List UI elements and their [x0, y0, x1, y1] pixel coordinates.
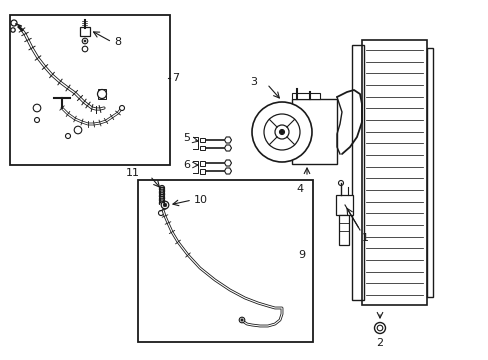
- Text: 11: 11: [126, 168, 140, 178]
- Bar: [338, 215, 348, 245]
- Bar: [351, 45, 363, 300]
- Circle shape: [74, 126, 81, 134]
- Circle shape: [161, 201, 168, 209]
- Circle shape: [65, 134, 70, 139]
- Text: 3: 3: [249, 77, 257, 87]
- Text: 8: 8: [114, 37, 121, 47]
- Circle shape: [82, 38, 88, 44]
- Circle shape: [239, 317, 244, 323]
- Circle shape: [274, 125, 288, 139]
- Bar: [98, 89, 106, 99]
- FancyBboxPatch shape: [200, 145, 204, 150]
- Circle shape: [97, 90, 106, 99]
- Text: 6: 6: [183, 160, 190, 170]
- FancyBboxPatch shape: [80, 27, 90, 36]
- Circle shape: [279, 130, 284, 135]
- Circle shape: [35, 117, 40, 122]
- Text: 4: 4: [296, 184, 303, 194]
- Circle shape: [84, 40, 86, 42]
- Text: 9: 9: [297, 250, 305, 260]
- Circle shape: [374, 323, 385, 333]
- Text: 10: 10: [194, 195, 207, 205]
- Text: 1: 1: [361, 233, 368, 243]
- Circle shape: [119, 105, 124, 111]
- Circle shape: [163, 203, 166, 207]
- Circle shape: [241, 319, 243, 321]
- FancyBboxPatch shape: [200, 161, 204, 166]
- Circle shape: [82, 46, 88, 52]
- Bar: [335, 195, 352, 215]
- Bar: [426, 48, 432, 297]
- Circle shape: [11, 28, 15, 32]
- Bar: [361, 40, 426, 305]
- Circle shape: [158, 211, 163, 216]
- Circle shape: [264, 114, 299, 150]
- Circle shape: [376, 325, 382, 331]
- Circle shape: [11, 20, 17, 26]
- Text: 7: 7: [172, 73, 179, 83]
- Bar: [291, 99, 336, 164]
- Circle shape: [251, 102, 311, 162]
- Circle shape: [33, 104, 41, 112]
- Text: 5: 5: [183, 133, 190, 143]
- FancyBboxPatch shape: [200, 138, 204, 143]
- Text: 2: 2: [376, 338, 383, 348]
- FancyBboxPatch shape: [200, 168, 204, 174]
- Bar: [10, 15, 170, 165]
- Bar: [291, 93, 319, 99]
- Bar: [138, 180, 312, 342]
- Circle shape: [338, 180, 343, 185]
